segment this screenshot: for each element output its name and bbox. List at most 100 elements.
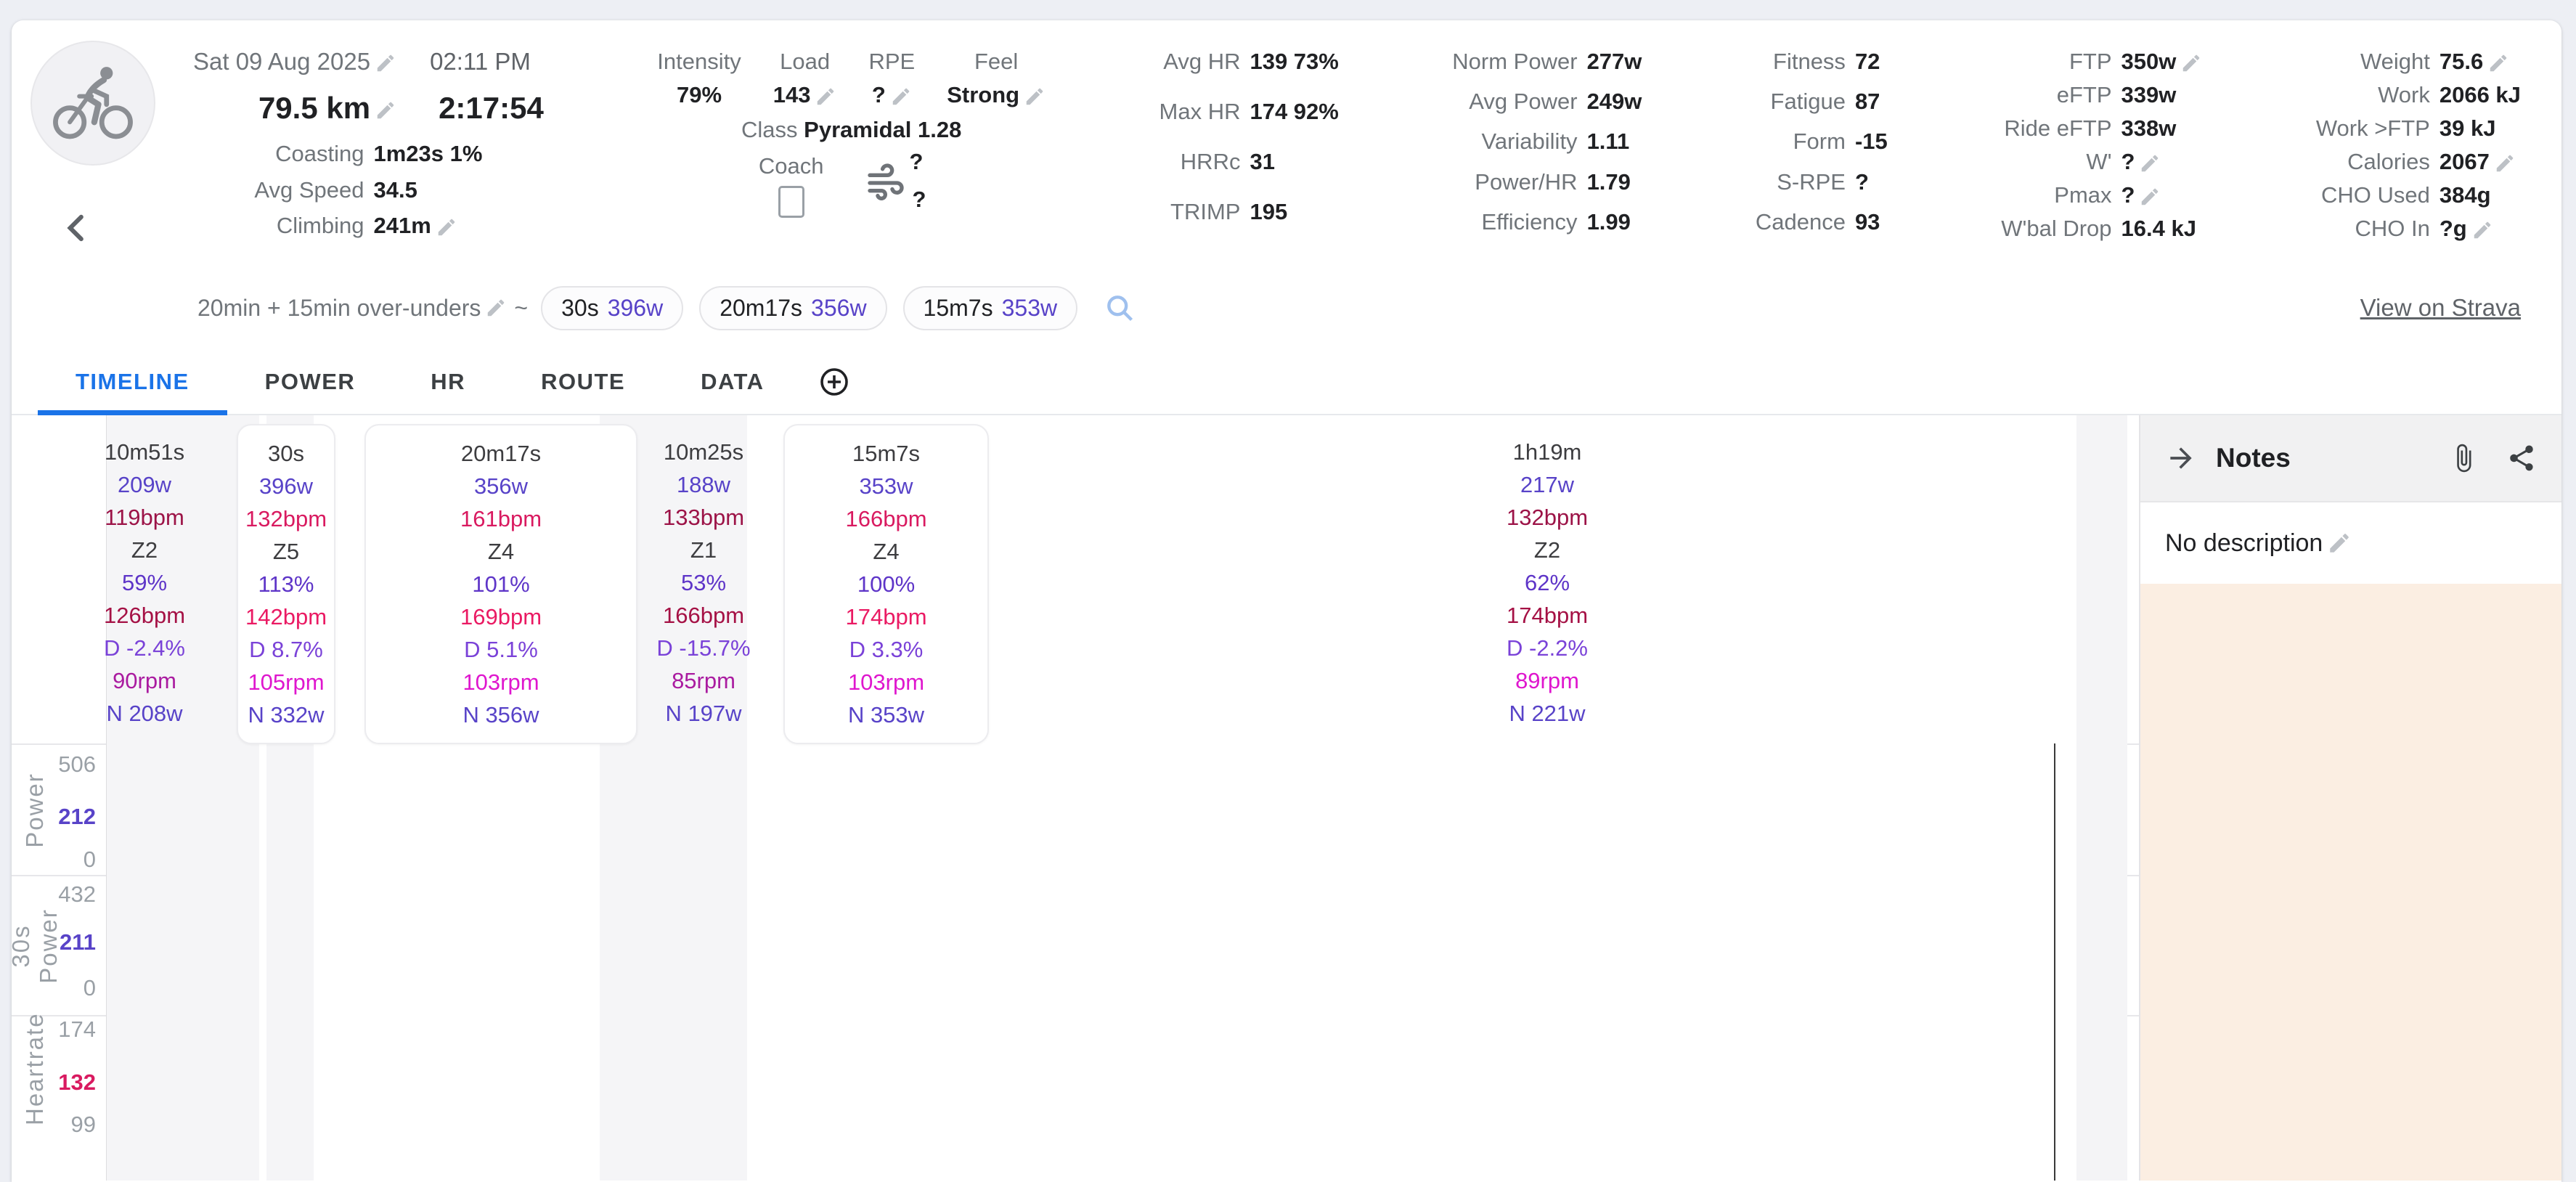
edit-workout-name-icon[interactable] <box>485 297 507 319</box>
effort-label: Feel <box>974 49 1019 74</box>
edit-weight-icon[interactable] <box>2487 52 2509 74</box>
stat-value: 72 <box>1854 49 1880 74</box>
tab-hr[interactable]: HR <box>431 369 466 394</box>
tilde: ~ <box>514 294 529 321</box>
axis-title: Heartrate <box>21 1012 48 1125</box>
chip-power: 353w <box>1001 294 1058 321</box>
axis-tick: 211 <box>59 929 96 955</box>
interval-power: 356w <box>473 473 529 499</box>
edit-rpe-icon[interactable] <box>890 86 912 107</box>
cyclist-icon <box>49 60 136 147</box>
effort-value: 79% <box>676 82 722 107</box>
interval-zone: Z4 <box>873 539 900 564</box>
interval-avg_hr: 132bpm <box>245 506 327 531</box>
interval-decoupling: D -15.7% <box>656 635 751 661</box>
stat-label: Fatigue <box>1770 89 1846 115</box>
interval-duration: 20m17s <box>460 441 542 466</box>
tab-route[interactable]: ROUTE <box>541 369 626 394</box>
stat-label: CHO In <box>2355 216 2430 241</box>
edit-feel-icon[interactable] <box>1024 86 1046 107</box>
interval-summary-10m51s[interactable]: 10m51s 209w 119bpm Z2 59% 126bpm D -2.4% 90rpm N… <box>94 424 195 741</box>
stat-value: 2066 kJ <box>2439 82 2521 107</box>
interval-max_hr: 174bpm <box>1506 603 1589 628</box>
interval-zone: Z4 <box>487 539 515 564</box>
plot-left-edge <box>106 415 107 1181</box>
interval-cadence: 89rpm <box>1515 668 1579 693</box>
best-effort-chip[interactable]: 20m17s 356w <box>699 285 887 330</box>
charts-area[interactable]: Power 506 212 0 30s Power 432 211 0 Heartrate 174… <box>12 415 2139 1181</box>
chart-y-axis: Heartrate 174 132 99 <box>12 1012 106 1147</box>
interval-summary-20m17s[interactable]: 20m17s 356w 161bpm Z4 101% 169bpm D 5.1% 103rpm… <box>364 424 637 744</box>
interval-zone: Z1 <box>690 537 717 563</box>
stat-label: Max HR <box>1159 99 1241 124</box>
back-button[interactable] <box>57 208 100 251</box>
stat-value: 39 kJ <box>2439 115 2496 141</box>
tab-power[interactable]: POWER <box>264 369 356 394</box>
activity-card: Sat 09 Aug 2025 02:11 PM 79.5 km 2:17:54… <box>12 20 2561 1182</box>
interval-max_hr: 169bpm <box>460 604 542 629</box>
chart-y-axis: Power 506 212 0 <box>12 745 106 875</box>
view-on-strava-link[interactable]: View on Strava <box>2360 294 2521 321</box>
stat-label: Cadence <box>1755 208 1846 235</box>
tab-timeline[interactable]: TIMELINE <box>38 369 227 415</box>
coach-checkbox[interactable] <box>778 186 804 218</box>
stat-label: Variability <box>1481 129 1578 155</box>
edit-date-icon[interactable] <box>375 52 396 74</box>
interval-summary-1h19m[interactable]: 1h19m 217w 132bpm Z2 62% 174bpm D -2.2% 89rpm N … <box>1453 424 1642 741</box>
edit-description-icon[interactable] <box>2327 531 2352 555</box>
interval-max_hr: 126bpm <box>103 603 186 628</box>
stat-value: 241m <box>374 209 544 245</box>
activity-type-avatar[interactable] <box>30 41 155 166</box>
interval-pct: 59% <box>121 570 168 595</box>
edit-cho-in-icon[interactable] <box>2471 219 2493 241</box>
stat-value: 350w <box>2121 45 2203 78</box>
chart-y-axis: 30s Power 432 211 0 <box>12 876 106 1015</box>
interval-summary-15m7s[interactable]: 15m7s 353w 166bpm Z4 100% 174bpm D 3.3% 103rpm N… <box>783 424 989 744</box>
class-label: Class <box>741 117 798 142</box>
edit-load-icon[interactable] <box>815 86 836 107</box>
edit-calories-icon[interactable] <box>2494 152 2516 174</box>
interval-cadence: 103rpm <box>847 669 925 695</box>
add-tab-button[interactable] <box>802 364 866 414</box>
interval-avg_hr: 161bpm <box>460 506 542 531</box>
power-stats-group: Norm Power 277w Avg Power 249w Variability 1.… <box>1452 45 1642 245</box>
edit-distance-icon[interactable] <box>375 99 396 121</box>
edit-ftp-icon[interactable] <box>2180 52 2202 74</box>
best-effort-chip[interactable]: 30s 396w <box>541 285 684 330</box>
interval-norm: N 356w <box>462 702 539 727</box>
stat-value: 34.5 <box>373 176 417 203</box>
axis-tick: 432 <box>58 881 96 908</box>
interval-pct: 101% <box>472 571 530 597</box>
effort-group: Intensity Load RPE Feel 79% 143? Strong Class … <box>657 45 1046 245</box>
tab-data[interactable]: DATA <box>701 369 765 394</box>
interval-power: 209w <box>117 472 172 497</box>
stat-value: 31 <box>1250 149 1275 174</box>
edit-climbing-icon[interactable] <box>436 216 457 238</box>
interval-norm: N 208w <box>106 701 183 726</box>
interval-duration: 15m7s <box>852 441 921 466</box>
stat-label: S-RPE <box>1777 168 1846 195</box>
search-icon[interactable] <box>1104 292 1136 324</box>
best-effort-chip[interactable]: 15m7s 353w <box>902 285 1078 330</box>
plot-right-filler <box>2076 415 2127 1181</box>
tab-bar: TIMELINE POWER HR ROUTE DATA <box>12 343 2561 415</box>
edit-w--icon[interactable] <box>2139 152 2161 174</box>
share-icon[interactable] <box>2506 443 2537 473</box>
stat-label: HRRc <box>1180 149 1241 174</box>
stat-label: Climbing <box>276 213 364 239</box>
stat-label: Fitness <box>1773 49 1846 74</box>
collapse-arrow-icon[interactable] <box>2165 442 2197 474</box>
effort-label: Intensity <box>657 49 741 74</box>
interval-summary-30s[interactable]: 30s 396w 132bpm Z5 113% 142bpm D 8.7% 105rpm N 3… <box>237 424 335 744</box>
stat-value: 1m23s 1% <box>373 141 483 167</box>
stat-value: 277w <box>1586 49 1642 74</box>
interval-summary-10m25s[interactable]: 10m25s 188w 133bpm Z1 53% 166bpm D -15.7% 85rpm… <box>638 424 769 741</box>
interval-power: 188w <box>676 472 731 497</box>
attachment-icon[interactable] <box>2448 443 2479 473</box>
edit-pmax-icon[interactable] <box>2139 186 2161 208</box>
stat-value: 93 <box>1854 208 1880 235</box>
chip-duration: 30s <box>561 294 599 321</box>
stat-label: Work >FTP <box>2315 115 2430 141</box>
stat-value: 384g <box>2439 182 2491 208</box>
stat-label: Avg Power <box>1469 89 1578 115</box>
